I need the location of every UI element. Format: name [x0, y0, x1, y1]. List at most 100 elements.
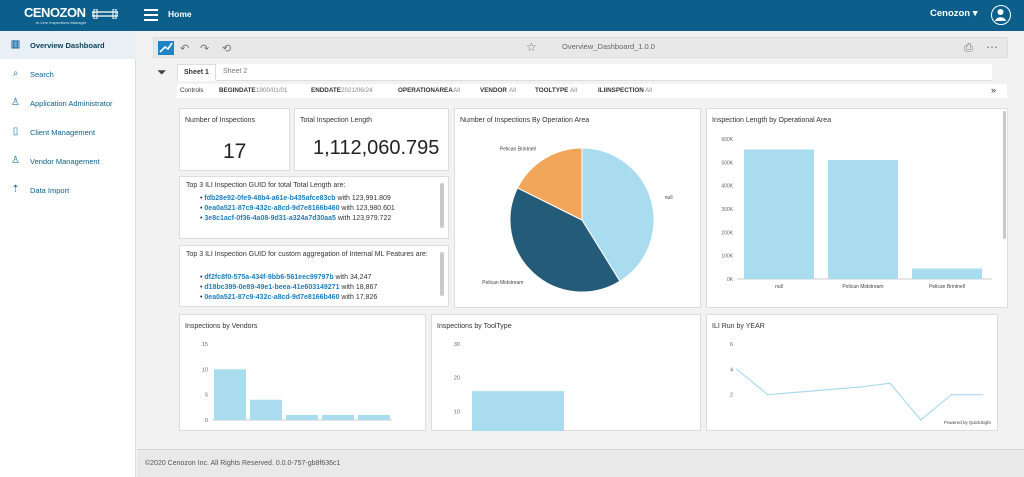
control-operationarea-label[interactable]: OPERATIONAREA [398, 87, 453, 94]
dashboard-scrollbar[interactable] [1003, 111, 1006, 239]
x-tick-label: null [775, 284, 783, 290]
kpi-title: Total Inspection Length [300, 117, 372, 124]
tab-sheet-2[interactable]: Sheet 2 [223, 68, 248, 75]
favorite-star-icon[interactable]: ☆ [526, 40, 537, 54]
pie-slice[interactable] [581, 147, 655, 282]
control-begindate-label[interactable]: BEGINDATE [219, 87, 256, 94]
bar-chart[interactable]: 0 5 10 15 [180, 337, 425, 431]
document-icon: ▯ [12, 126, 19, 137]
bar[interactable] [358, 414, 390, 420]
sidebar-item-search[interactable]: ⌕ Search [0, 60, 136, 88]
menu-toggle-icon[interactable] [144, 9, 158, 21]
kpi-value: 1,112,060.795 [313, 137, 440, 159]
sidebar-item-overview-dashboard[interactable]: ▥ Overview Dashboard [0, 31, 136, 59]
bar[interactable] [214, 369, 246, 420]
line-point[interactable] [828, 388, 830, 391]
control-tooltype-label[interactable]: TOOLTYPE [535, 87, 569, 94]
guid-link[interactable]: fdb28e92-0fe9-48b4-a61e-b435afce83cb [204, 195, 336, 202]
bar-chart[interactable]: 10 20 30 [432, 337, 700, 431]
bar-chart-tooltype-card: Inspections by ToolType 10 20 30 [431, 314, 701, 431]
guid-link[interactable]: df2fc8f0-575a-434f-9bb6-561eec99797b [204, 274, 334, 281]
bar[interactable] [286, 414, 318, 420]
chart-title: Inspections by ToolType [437, 323, 512, 330]
y-tick-label: 200K [721, 230, 733, 236]
powered-by-quicksight: Powered by QuickSight [944, 420, 991, 425]
sidebar-item-vendor-management[interactable]: ♙ Vendor Management [0, 147, 136, 175]
line-point[interactable] [889, 382, 891, 385]
bar[interactable] [322, 414, 354, 420]
reset-icon[interactable]: ⟲ [222, 43, 232, 55]
bar[interactable] [472, 391, 564, 431]
controls-bar[interactable]: Controls BEGINDATE 1900/01/01 ENDDATE 2021… [177, 84, 1007, 98]
pie-slice[interactable] [516, 147, 583, 221]
more-options-icon[interactable]: ⋯ [986, 40, 998, 54]
scrollbar[interactable] [440, 252, 444, 296]
scrollbar[interactable] [440, 183, 444, 228]
control-tooltype-value: All [570, 87, 577, 94]
line-point[interactable] [797, 391, 800, 393]
cenozon-logo[interactable]: CENOZON In Line Inspections Manager [8, 3, 138, 27]
y-tick-label: 600K [721, 137, 733, 143]
redo-icon[interactable]: ↷ [200, 43, 210, 55]
control-vendor-label[interactable]: VENDOR [480, 87, 507, 94]
logo-text: CENOZON [24, 5, 86, 20]
bar[interactable] [912, 268, 982, 280]
sidebar-item-data-import[interactable]: ⇡ Data Import [0, 176, 136, 204]
line-point[interactable] [858, 386, 861, 388]
bar[interactable] [828, 160, 898, 279]
bar-chart[interactable]: 0K 100K 200K 300K 400K 500K 600K null Pelican Mi… [707, 129, 1007, 309]
y-tick-label: 0K [727, 277, 734, 283]
guid-link[interactable]: d18bc399-0e89-49e1-beea-41e603149271 [204, 284, 340, 291]
y-tick-label: 4 [730, 367, 733, 373]
user-avatar-icon[interactable] [991, 5, 1011, 25]
pie-chart[interactable]: null Pelican Midstream Pelican Brintnell [455, 129, 700, 309]
bar[interactable] [744, 149, 814, 280]
line-point[interactable] [981, 393, 983, 396]
insight-title: Top 3 ILI Inspection GUID for custom agg… [186, 251, 428, 258]
logo-tagline: In Line Inspections Manager [36, 20, 87, 25]
sidebar-item-application-administrator[interactable]: ♙ Application Administrator [0, 89, 136, 117]
list-item: • 0ea0a521-87c9-432c-a8cd-9d7e8166b460 w… [200, 294, 378, 301]
chart-title: Inspection Length by Operational Area [712, 117, 832, 124]
control-enddate-label[interactable]: ENDDATE [311, 87, 341, 94]
pie-label: Pelican Brintnell [500, 147, 536, 153]
line-point[interactable] [950, 393, 953, 396]
tab-sheet-1[interactable]: Sheet 1 [177, 64, 216, 81]
guid-link[interactable]: 0ea0a521-87c9-432c-a8cd-9d7e8166b460 [204, 294, 340, 301]
page-title: Home [168, 9, 192, 19]
line-point[interactable] [736, 368, 738, 371]
undo-icon[interactable]: ↶ [180, 43, 190, 55]
chart-title: ILI Run by YEAR [712, 323, 765, 330]
guid-link[interactable]: 0ea0a521-87c9-432c-a8cd-9d7e8166b460 [204, 205, 340, 212]
account-name: Cenozon [930, 8, 971, 19]
filter-icon[interactable]: ⏷ [157, 65, 167, 79]
x-tick-label: Pelican Brintnell [929, 284, 965, 290]
y-tick-label: 15 [202, 342, 208, 348]
control-enddate-value: 2021/06/24 [341, 87, 373, 94]
sidebar-item-label: Overview Dashboard [30, 40, 105, 50]
list-value: with 18,867 [341, 284, 378, 291]
quicksight-logo-icon [158, 41, 174, 55]
list-value: with 123,991.809 [337, 195, 391, 202]
upload-icon: ⇡ [11, 184, 20, 195]
print-icon[interactable]: ⎙ [964, 42, 973, 54]
collapse-controls-icon[interactable]: » [991, 85, 997, 95]
y-tick-label: 100K [721, 254, 733, 260]
sidebar-item-client-management[interactable]: ▯ Client Management [0, 118, 136, 146]
y-tick-label: 20 [454, 376, 460, 382]
sheet-tabs: Sheet 1 Sheet 2 [177, 64, 992, 81]
y-tick-label: 300K [721, 207, 733, 213]
account-menu[interactable]: Cenozon ▾ [930, 8, 978, 19]
y-tick-label: 10 [202, 367, 208, 373]
line-chart[interactable]: 2 4 6 [707, 337, 997, 431]
line-point[interactable] [766, 393, 769, 396]
control-operationarea-value: All [453, 87, 460, 94]
pie-slice[interactable] [509, 187, 621, 293]
pie-chart-card: Number of Inspections By Operation Area … [454, 108, 701, 308]
control-iliinspection-label[interactable]: ILIINSPECTION [598, 87, 644, 94]
bar[interactable] [250, 399, 282, 420]
line-point[interactable] [919, 419, 922, 421]
list-item: • 3e8c1acf-0f36-4a08-9d31-a324a7d30aa5 w… [200, 215, 392, 222]
guid-link[interactable]: 3e8c1acf-0f36-4a08-9d31-a324a7d30aa5 [204, 215, 336, 222]
kpi-title: Number of Inspections [185, 117, 256, 124]
